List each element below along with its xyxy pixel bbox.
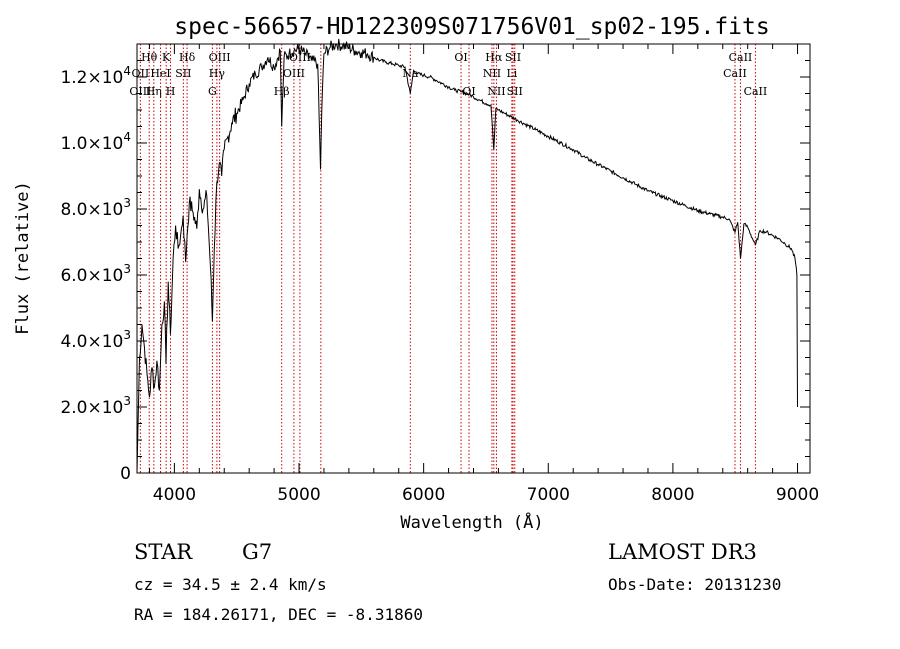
chart-title: spec-56657-HD122309S071756V01_sp02-195.f… bbox=[174, 14, 769, 40]
x-tick-label-2: 6000 bbox=[402, 485, 445, 505]
line-label-7: SII bbox=[175, 67, 191, 80]
line-label-0: Hθ bbox=[141, 51, 158, 64]
y-tick-label-3: 6.0×103 bbox=[60, 262, 131, 286]
y-tick-label-1: 2.0×103 bbox=[60, 394, 131, 418]
line-label-14: Hβ bbox=[274, 85, 290, 98]
line-label-2: OIII bbox=[129, 85, 151, 98]
redshift-cz: cz = 34.5 ± 2.4 km/s bbox=[134, 575, 327, 594]
line-label-10: Hγ bbox=[209, 67, 226, 80]
object-subclass: G7 bbox=[242, 540, 272, 564]
line-label-17: OI bbox=[462, 85, 475, 98]
x-tick-label-3: 7000 bbox=[527, 485, 570, 505]
object-class: STAR bbox=[134, 540, 193, 564]
survey-name: LAMOST DR3 bbox=[608, 540, 757, 564]
line-label-16: OI bbox=[454, 51, 467, 64]
line-label-1: OII bbox=[132, 67, 150, 80]
x-tick-label-0: 4000 bbox=[153, 485, 196, 505]
y-tick-label-4: 8.0×103 bbox=[60, 196, 131, 220]
y-axis: 0 2.0×103 4.0×103 6.0×103 8.0×103 1.0×104 1.2×… bbox=[60, 60, 810, 484]
line-label-8: H bbox=[166, 85, 176, 98]
obs-date: Obs-Date: 20131230 bbox=[608, 575, 781, 594]
line-label-9: OIII bbox=[209, 51, 231, 64]
x-tick-label-4: 8000 bbox=[651, 485, 694, 505]
x-tick-label-5: 9000 bbox=[776, 485, 819, 505]
y-axis-label: Flux (relative) bbox=[13, 181, 33, 335]
y-tick-label-5: 1.0×104 bbox=[60, 130, 131, 154]
y-tick-label-6: 1.2×104 bbox=[60, 64, 131, 88]
coordinates: RA = 184.26171, DEC = -8.31860 bbox=[134, 605, 423, 624]
spectral-line-labels: HθOIIOIIIKHeIHηHδSIIHOIIIHγGOIIIOIIIHβNa… bbox=[129, 51, 767, 98]
line-label-25: CaII bbox=[723, 67, 747, 80]
line-label-24: CaII bbox=[729, 51, 753, 64]
line-label-19: SII bbox=[505, 51, 521, 64]
y-tick-label-2: 4.0×103 bbox=[60, 328, 131, 352]
x-axis: 4000 5000 6000 7000 8000 9000 bbox=[148, 44, 819, 505]
line-label-15: Na bbox=[402, 67, 419, 80]
x-tick-label-1: 5000 bbox=[277, 485, 320, 505]
line-label-20: NII bbox=[483, 67, 501, 80]
line-label-18: Hα bbox=[485, 51, 503, 64]
line-label-5: Hη bbox=[146, 85, 162, 98]
line-label-22: NII bbox=[487, 85, 505, 98]
line-label-13: OIII bbox=[283, 67, 305, 80]
x-axis-label: Wavelength (Å) bbox=[400, 511, 543, 533]
line-label-11: G bbox=[208, 85, 217, 98]
line-label-4: HeI bbox=[150, 67, 170, 80]
line-label-3: K bbox=[162, 51, 171, 64]
line-label-6: Hδ bbox=[179, 51, 196, 64]
line-label-26: CaII bbox=[744, 85, 768, 98]
marker-lines bbox=[139, 44, 756, 473]
line-label-21: Li bbox=[506, 67, 517, 80]
spectrum-line bbox=[136, 38, 798, 474]
y-tick-label-0: 0 bbox=[120, 464, 131, 484]
line-label-23: SII bbox=[507, 85, 523, 98]
